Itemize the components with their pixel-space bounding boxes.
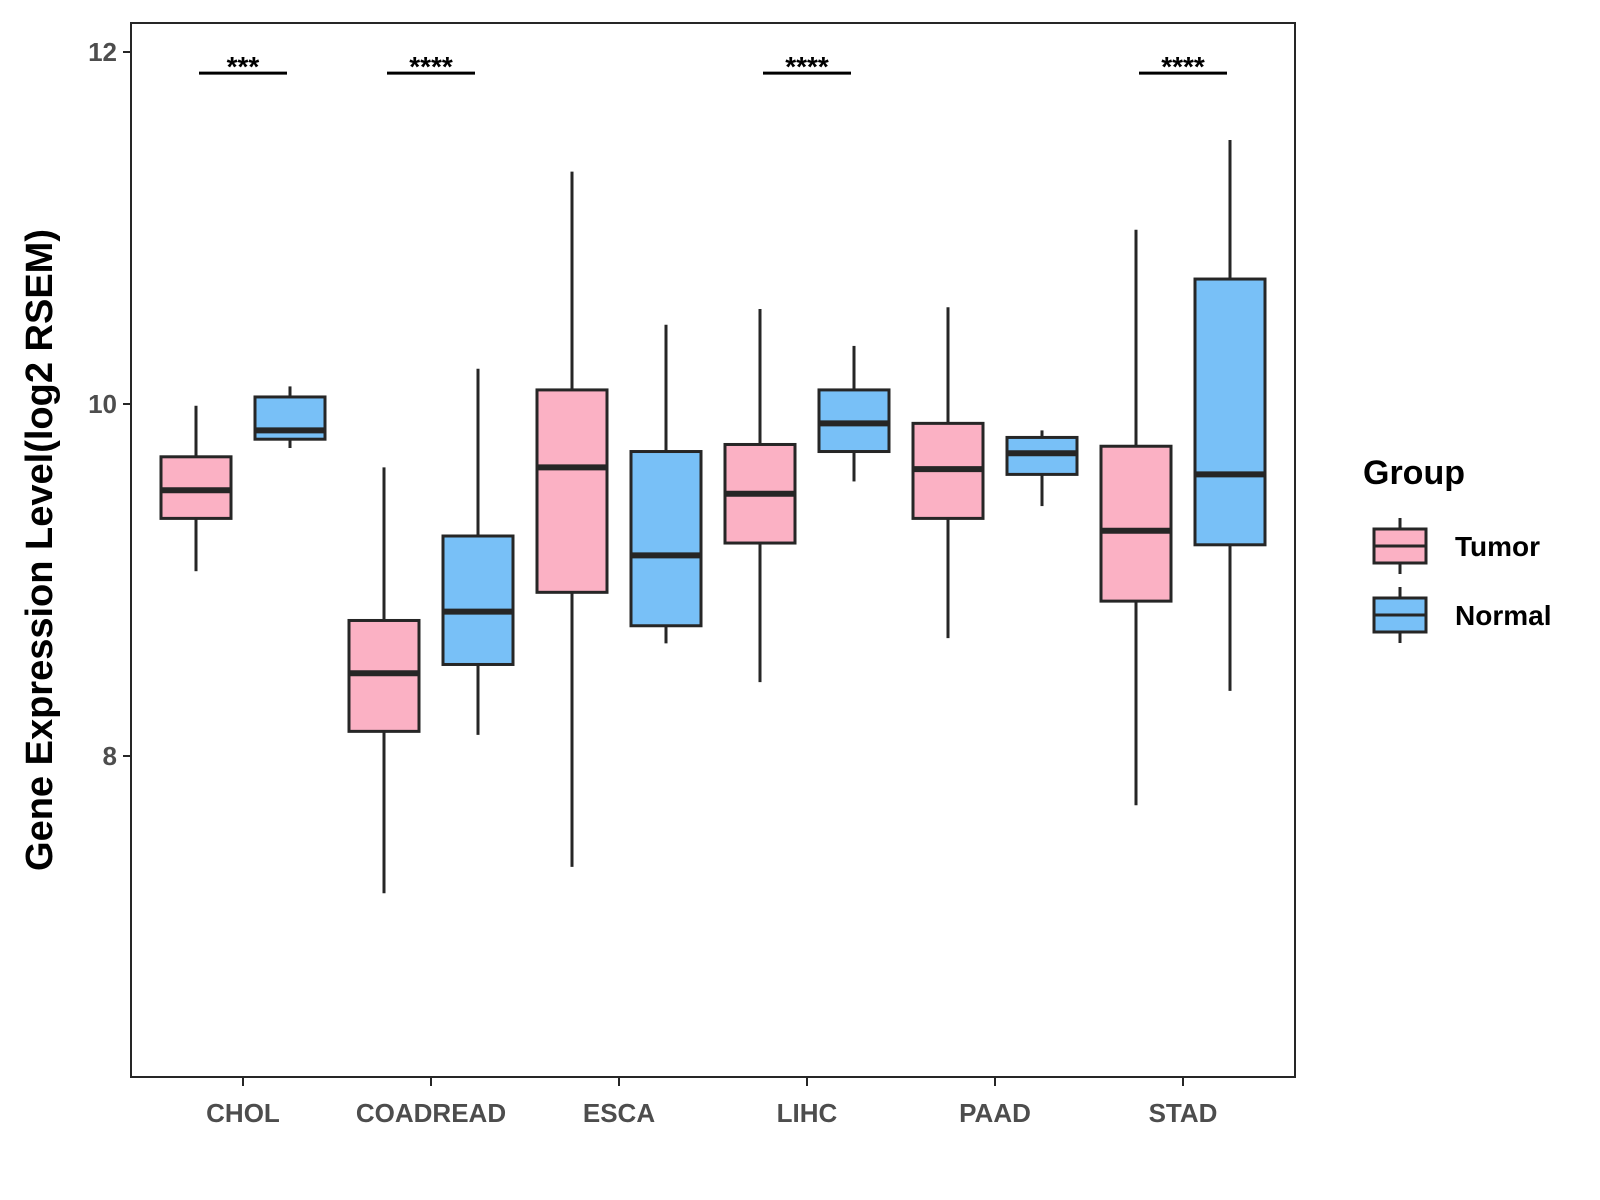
significance-label: *** (227, 51, 260, 82)
box-tumor-esca (535, 171, 609, 867)
box-normal-paad (1005, 430, 1079, 507)
y-tick-label: 8 (103, 741, 117, 771)
legend-label-normal: Normal (1455, 600, 1551, 631)
box-tumor-coadread (347, 467, 421, 894)
boxes (159, 140, 1267, 894)
x-tick-label: COADREAD (356, 1098, 506, 1128)
box-tumor-stad (1099, 229, 1173, 806)
legend: Group Tumor Normal (1363, 454, 1551, 643)
y-axis: 8 10 12 (88, 37, 131, 771)
box-tumor-lihc (723, 308, 797, 683)
box-normal-coadread (441, 368, 515, 735)
x-tick-label: STAD (1149, 1098, 1218, 1128)
significance-label: **** (1161, 51, 1205, 82)
box-body (629, 450, 703, 628)
y-tick-label: 10 (88, 389, 117, 419)
box-normal-chol (253, 386, 327, 448)
box-body (535, 388, 609, 594)
x-tick-label: PAAD (959, 1098, 1031, 1128)
box-normal-lihc (817, 345, 891, 482)
box-tumor-paad (911, 307, 985, 639)
x-tick-label: ESCA (583, 1098, 655, 1128)
box-normal-stad (1193, 140, 1267, 691)
box-body (1193, 277, 1267, 547)
box-tumor-chol (159, 405, 233, 572)
significance-label: **** (409, 51, 453, 82)
x-tick-label: LIHC (777, 1098, 838, 1128)
x-tick-label: CHOL (206, 1098, 280, 1128)
box-body (441, 534, 515, 666)
box-normal-esca (629, 324, 703, 644)
legend-label-tumor: Tumor (1455, 531, 1540, 562)
box-body (1099, 444, 1173, 603)
legend-key-tumor: Tumor (1372, 518, 1540, 574)
significance-annotations: *** **** **** **** (199, 51, 1227, 82)
legend-key-normal: Normal (1372, 587, 1551, 643)
y-tick-label: 12 (88, 37, 117, 67)
y-axis-title: Gene Expression Level(log2 RSEM) (19, 229, 61, 871)
significance-label: **** (785, 51, 829, 82)
legend-title: Group (1363, 454, 1465, 492)
x-axis: CHOL COADREAD ESCA LIHC PAAD STAD (206, 1077, 1217, 1128)
